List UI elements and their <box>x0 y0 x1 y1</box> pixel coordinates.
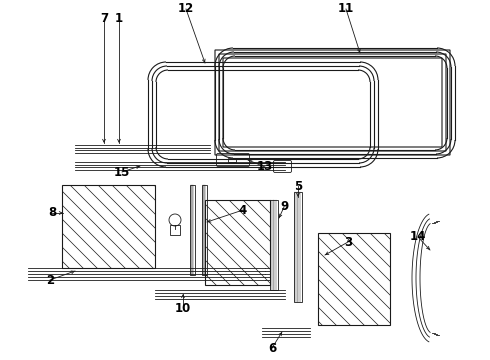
Bar <box>190 185 195 275</box>
Text: 9: 9 <box>280 201 288 213</box>
Text: 10: 10 <box>175 302 191 315</box>
Text: 8: 8 <box>48 207 56 220</box>
Text: 7: 7 <box>100 13 108 26</box>
Text: 5: 5 <box>294 180 302 193</box>
Text: 13: 13 <box>257 161 273 174</box>
Text: 12: 12 <box>178 3 194 15</box>
Bar <box>294 192 302 302</box>
Text: 11: 11 <box>338 3 354 15</box>
Text: 1: 1 <box>115 13 123 26</box>
Text: 15: 15 <box>114 166 130 179</box>
Bar <box>228 158 236 162</box>
Text: 4: 4 <box>239 203 247 216</box>
Text: 6: 6 <box>268 342 276 355</box>
Bar <box>270 200 278 290</box>
Text: 14: 14 <box>410 230 426 243</box>
Bar <box>202 185 207 275</box>
Bar <box>170 225 180 235</box>
Text: 3: 3 <box>344 235 352 248</box>
Text: 2: 2 <box>46 274 54 287</box>
